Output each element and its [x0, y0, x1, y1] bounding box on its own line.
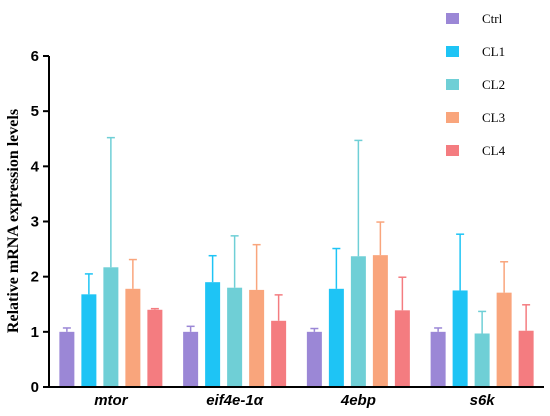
bar [205, 282, 221, 387]
bar [147, 309, 163, 387]
y-tick-label: 3 [31, 214, 39, 231]
y-tick-label: 1 [31, 324, 39, 341]
bar [474, 333, 490, 387]
bar [518, 330, 534, 387]
y-axis-title: Relative mRNA expression levels [5, 109, 22, 333]
category-labels: mtor eif4e-1α 4ebp s6k [94, 392, 495, 409]
legend-label: CL2 [482, 77, 505, 92]
y-tick-label: 5 [31, 103, 39, 120]
category-label: mtor [94, 392, 128, 409]
y-tick-label: 0 [31, 379, 39, 396]
legend-swatch [446, 145, 459, 156]
axes-layer [48, 56, 544, 388]
bar [350, 256, 366, 387]
legend-swatch [446, 79, 459, 90]
bar [496, 292, 512, 387]
bar [59, 331, 75, 387]
y-tick-label: 4 [31, 158, 40, 175]
legend: Ctrl CL1 CL2 CL3 CL4 [446, 11, 506, 158]
category-label: eif4e-1α [206, 392, 264, 409]
legend-label: Ctrl [482, 11, 503, 26]
bars-layer [59, 136, 534, 387]
bar [394, 310, 410, 387]
legend-swatch [446, 13, 459, 24]
legend-label: CL3 [482, 110, 505, 125]
bar [183, 331, 199, 387]
bar [81, 294, 97, 387]
category-label: 4ebp [340, 392, 376, 409]
y-ticks: 0 1 2 3 4 5 6 [31, 48, 49, 396]
bar [430, 331, 446, 387]
bar [306, 331, 322, 387]
bar [271, 320, 287, 387]
bar [249, 289, 265, 387]
legend-label: CL4 [482, 143, 506, 158]
legend-swatch [446, 112, 459, 123]
bar [328, 288, 344, 387]
bar [372, 255, 388, 387]
y-tick-label: 6 [31, 48, 39, 65]
legend-swatch [446, 46, 459, 57]
bar [103, 267, 119, 387]
y-tick-label: 2 [31, 269, 39, 286]
legend-label: CL1 [482, 44, 505, 59]
category-label: s6k [470, 392, 496, 409]
bar [125, 288, 141, 387]
bar [227, 287, 243, 387]
bar [452, 290, 468, 387]
